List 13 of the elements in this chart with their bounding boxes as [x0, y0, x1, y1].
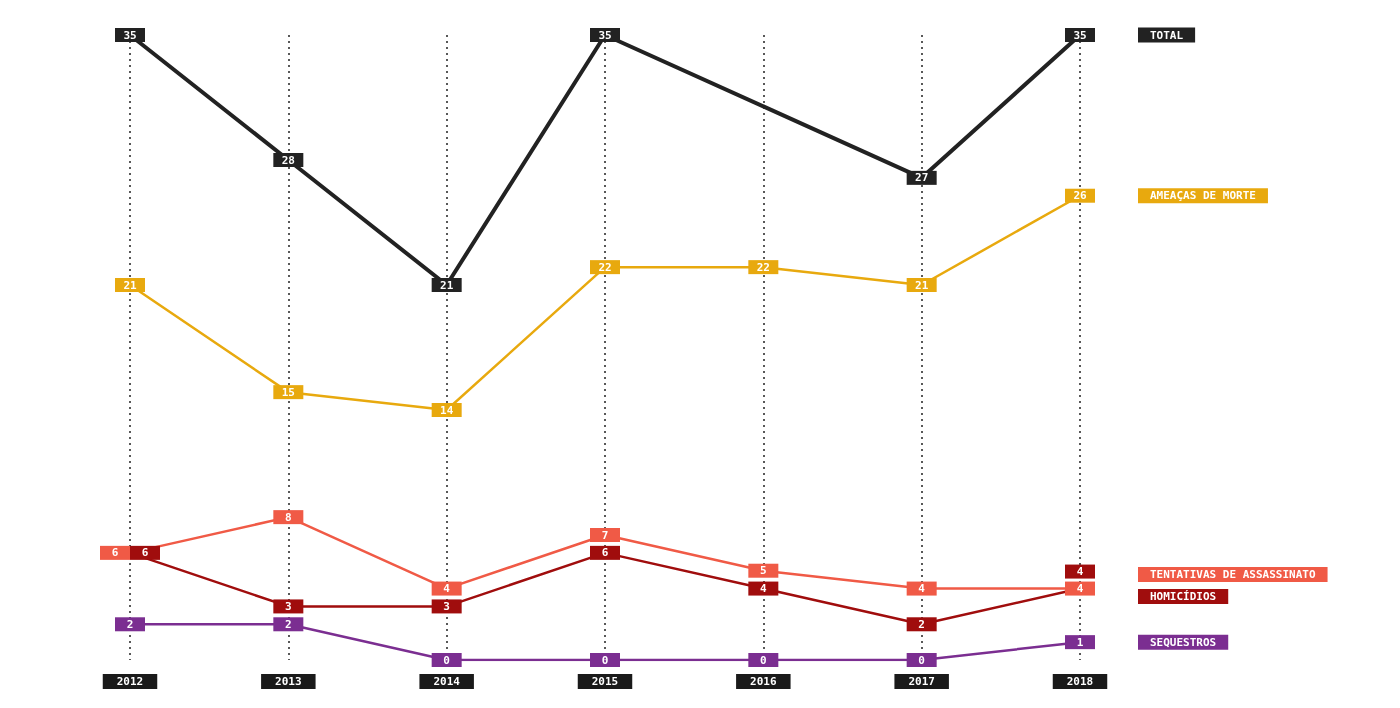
- text: TENTATIVAS DE ASSASSINATO: [1150, 568, 1316, 582]
- x-tick-label: 2016: [750, 675, 777, 688]
- x-tick-label: 2015: [591, 675, 619, 688]
- x-tick-label: 2018: [1066, 675, 1094, 688]
- text: TOTAL: [1150, 28, 1184, 42]
- x-tick-label: 2017: [908, 675, 935, 688]
- x-tick-label: 2013: [275, 675, 302, 688]
- data-label: 4: [1076, 565, 1084, 579]
- x-tick-label: 2014: [433, 675, 461, 688]
- text: SEQUESTROS: [1150, 635, 1217, 649]
- text: HOMICÍDIOS: [1150, 590, 1217, 604]
- text: AMEAÇAS DE MORTE: [1150, 189, 1256, 203]
- x-tick-label: 2012: [116, 675, 144, 688]
